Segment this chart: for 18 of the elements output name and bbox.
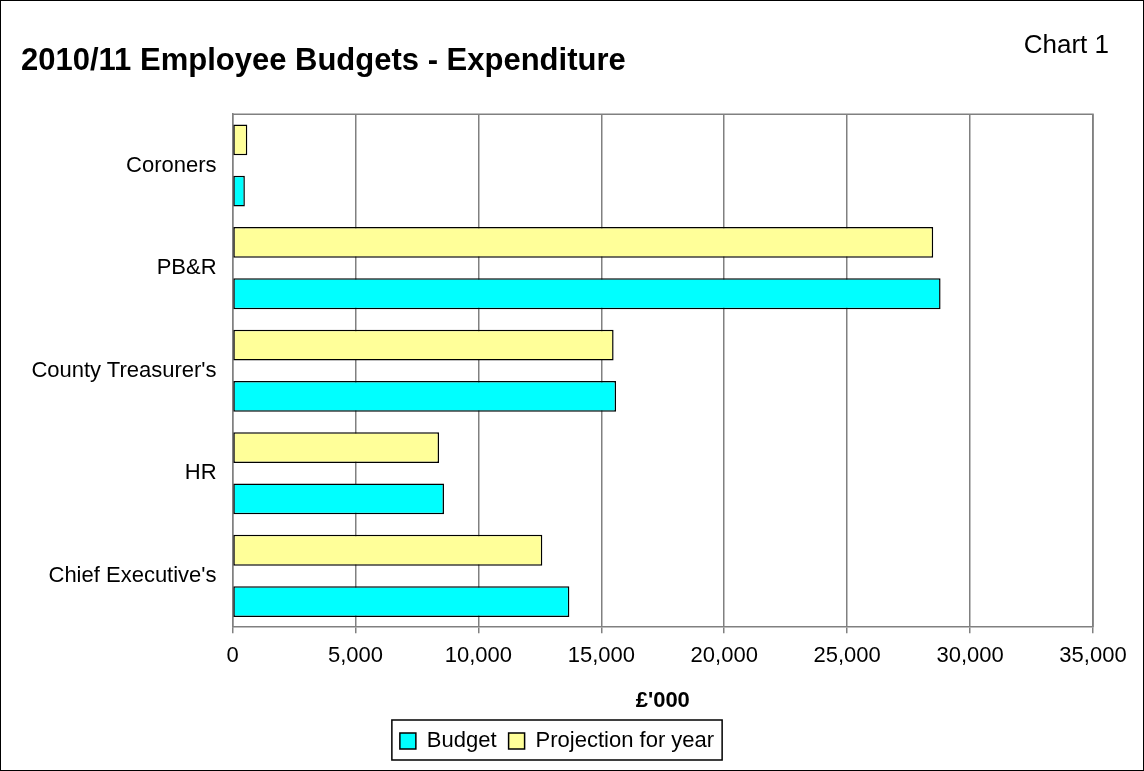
y-tick-label: County Treasurer's: [31, 356, 217, 382]
y-tick-label: PB&R: [156, 254, 217, 280]
legend-label: Projection for year: [535, 727, 715, 753]
legend-label: Budget: [426, 727, 497, 753]
x-tick-label: 20,000: [690, 642, 758, 668]
x-tick-label: 15,000: [567, 642, 635, 668]
chart-title: 2010/11 Employee Budgets - Expenditure: [21, 42, 626, 78]
x-tick-label: 0: [226, 642, 239, 668]
y-tick-label: Coroners: [126, 151, 217, 177]
x-tick-label: 35,000: [1059, 642, 1127, 668]
x-tick-label: 25,000: [813, 642, 881, 668]
y-tick-label: Chief Executive's: [48, 561, 217, 587]
x-tick-label: 30,000: [936, 642, 1004, 668]
x-tick-label: 10,000: [444, 642, 513, 668]
caption: Chart 1: [1023, 29, 1109, 60]
x-axis-title: £'000: [635, 686, 690, 712]
x-tick-label: 5,000: [327, 642, 384, 668]
y-tick-label: HR: [184, 459, 217, 485]
